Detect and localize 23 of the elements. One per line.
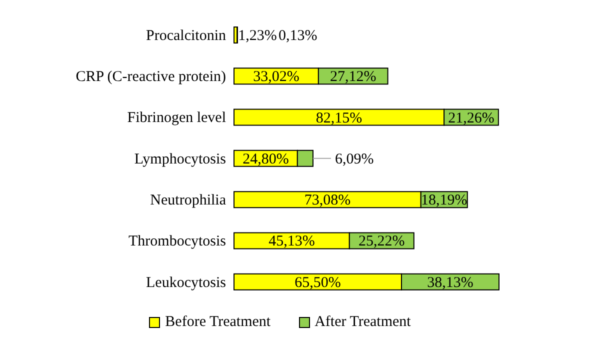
data-label: 73,08% [304, 192, 351, 209]
data-label: 0,13% [278, 28, 318, 44]
data-label: 21,26% [448, 110, 494, 126]
data-label: 82,15% [316, 110, 362, 126]
data-label: 18,19% [421, 192, 468, 209]
data-label: 25,22% [358, 234, 405, 250]
data-label: 1,23% [238, 28, 277, 44]
y-tick-label: Fibrinogen level [127, 110, 226, 126]
data-label: 6,09% [334, 151, 374, 168]
data-label: 33,02% [253, 69, 300, 86]
y-tick-label: Neutrophilia [150, 192, 226, 208]
legend-label: Before Treatment [164, 314, 271, 331]
y-tick-label: CRP (C-reactive protein) [76, 69, 226, 86]
data-label: 27,12% [330, 69, 376, 86]
data-label: 45,13% [268, 234, 315, 250]
y-tick-label: Thrombocytosis [128, 234, 226, 250]
legend-label: After Treatment [314, 314, 411, 331]
y-tick-label: Lymphocytosis [134, 151, 226, 168]
y-tick-label: Leukocytosis [146, 274, 226, 291]
y-tick-label: Procalcitonin [146, 28, 226, 44]
data-label: 65,50% [294, 274, 341, 291]
data-label: 38,13% [427, 274, 474, 291]
data-label: 24,80% [242, 151, 289, 168]
